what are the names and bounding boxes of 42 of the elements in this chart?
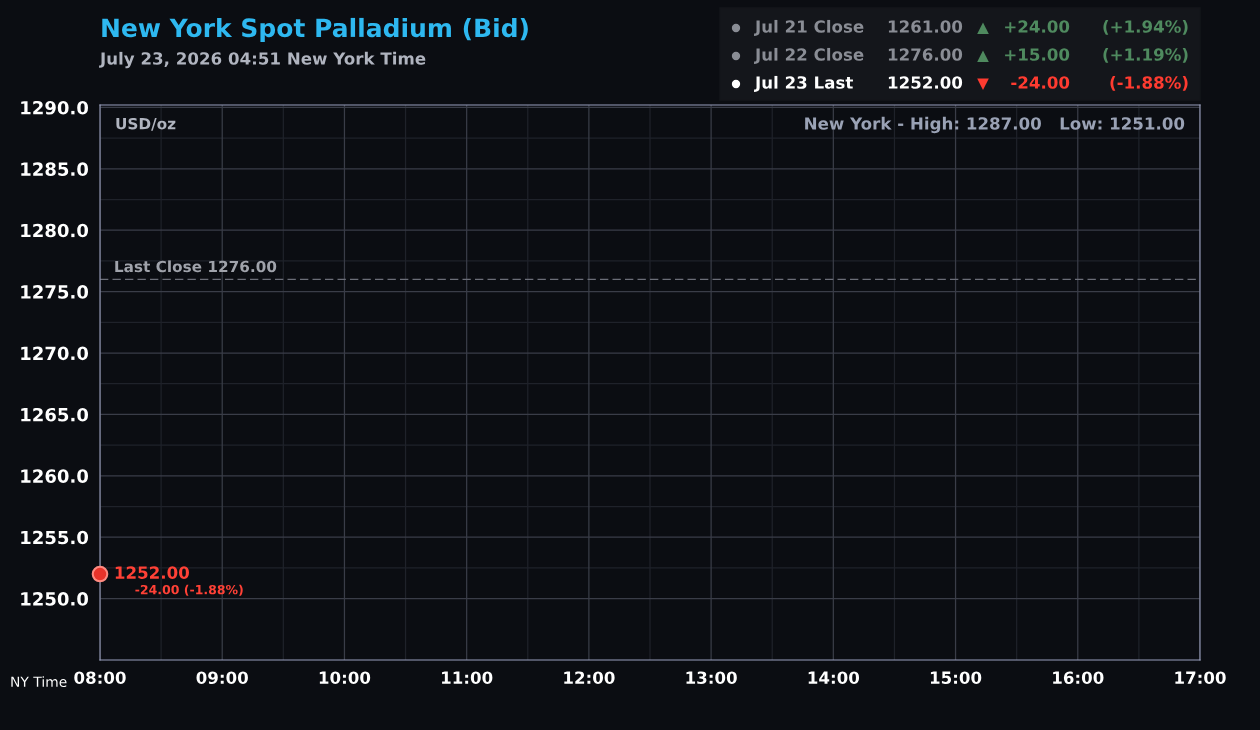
y-tick-label: 1260.0 — [21, 469, 89, 483]
text: Jul 22 Close — [754, 47, 864, 64]
y-tick-label: 1265.0 — [21, 407, 89, 422]
x-tick-label: 14:00 — [808, 671, 860, 685]
chart-title: New York Spot Palladium (Bid) — [102, 17, 528, 43]
y-tick-label: 1290.0 — [21, 100, 89, 115]
text: ▼ — [977, 78, 989, 91]
text: ▲ — [977, 22, 989, 35]
y-tick-label: 1250.0 — [21, 592, 89, 606]
text: (-1.88%) — [1110, 75, 1188, 91]
text: (+1.94%) — [1103, 19, 1188, 35]
y-tick-label: 1280.0 — [21, 223, 89, 238]
data-label: 1252.00 — [115, 566, 189, 579]
annotation: USD/oz — [116, 117, 176, 131]
x-tick-label: 17:00 — [1175, 671, 1226, 685]
text: 1276.00 — [888, 48, 963, 61]
x-tick-label: 09:00 — [196, 671, 248, 685]
text: ▲ — [977, 50, 989, 63]
text: 1252.00 — [888, 76, 963, 89]
text: (+1.19%) — [1103, 47, 1188, 63]
text: +15.00 — [1005, 48, 1070, 61]
text: -24.00 — [1011, 76, 1070, 89]
x-axis-title: NY Time — [11, 676, 67, 688]
x-tick-label: 11:00 — [442, 671, 493, 685]
x-tick-label: 12:00 — [564, 671, 615, 685]
ref-line-label: Last Close 1276.00 — [115, 260, 277, 273]
annotation: -24.00 (-1.88%) — [135, 584, 243, 596]
x-tick-label: 08:00 — [74, 671, 126, 685]
text: Jul 23 Last — [754, 75, 853, 92]
text: +24.00 — [1005, 20, 1070, 33]
y-tick-label: 1255.0 — [21, 530, 89, 545]
text: Jul 21 Close — [754, 19, 864, 36]
y-tick-label: 1270.0 — [21, 346, 89, 361]
y-tick-label: 1275.0 — [21, 285, 89, 299]
chart-subtitle: July 23, 2026 04:51 New York Time — [99, 51, 426, 69]
text: 1261.00 — [888, 20, 963, 33]
x-tick-label: 16:00 — [1053, 671, 1104, 685]
annotation: New York - High: 1287.00 Low: 1251.00 — [805, 116, 1185, 134]
y-tick-label: 1285.0 — [21, 162, 89, 176]
x-tick-label: 13:00 — [686, 671, 737, 685]
x-tick-label: 15:00 — [930, 671, 982, 685]
x-tick-label: 10:00 — [319, 671, 371, 685]
